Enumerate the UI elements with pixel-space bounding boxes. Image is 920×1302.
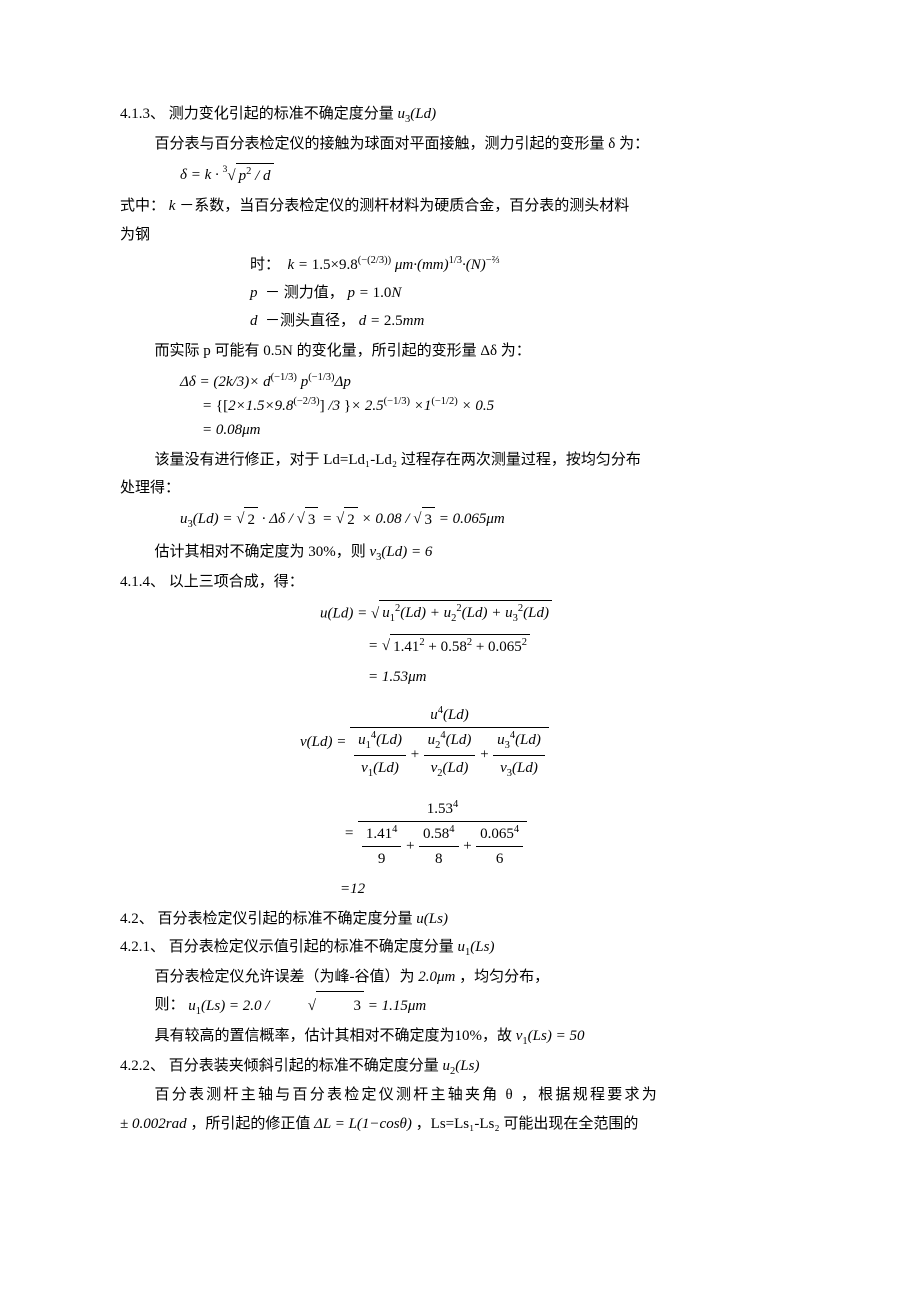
eq-delta: δ = k · 3√p2 / d (180, 162, 800, 188)
eq-p: p － 测力值， p = 1.0N (250, 281, 800, 305)
p413-2: 式中： k －系数，当百分表检定仪的测杆材料为硬质合金，百分表的测头材料 (120, 192, 800, 221)
heading-4-1-3: 4.1.3、 测力变化引起的标准不确定度分量 u3(Ld) (120, 100, 800, 130)
page: 4.1.3、 测力变化引起的标准不确定度分量 u3(Ld) 百分表与百分表检定仪… (0, 0, 920, 1302)
p413-1: 百分表与百分表检定仪的接触为球面对平面接触，测力引起的变形量 δ 为： (120, 130, 800, 159)
math: ν3(Ld) = 6 (370, 544, 433, 560)
p413-5: 该量没有进行修正，对于 Ld=Ld₁-Ld₂ 过程存在两次测量过程，按均匀分布 (120, 446, 800, 475)
text: 则： (155, 998, 189, 1014)
p421-1: 百分表检定仪允许误差（为峰-谷值）为 2.0μm ，均匀分布， (120, 963, 800, 992)
text: 4.2.1、 百分表检定仪示值引起的标准不确定度分量 (120, 939, 454, 955)
p422-1: 百分表测杆主轴与百分表检定仪测杆主轴夹角 θ ，根据规程要求为 (120, 1081, 800, 1110)
val: 2.0μm (418, 969, 455, 985)
eq-delta-delta: Δδ = (2k/3)× d(−1/3) p(−1/3)Δp = {[2×1.5… (180, 370, 800, 442)
math: u(Ls) (416, 911, 448, 927)
text: 百分表检定仪允许误差（为峰-谷值）为 (155, 969, 419, 985)
text: 4.2、 百分表检定仪引起的标准不确定度分量 (120, 911, 413, 927)
eq-u3: u3(Ld) = √2 · Δδ / √3 = √2 × 0.08 / √3 =… (180, 507, 800, 534)
var-k: k (169, 198, 176, 214)
text: ，所引起的修正值 (190, 1116, 314, 1132)
p422-2: ± 0.002rad ，所引起的修正值 ΔL = L(1−cosθ) ，Ls=L… (120, 1110, 800, 1139)
text: －系数，当百分表检定仪的测杆材料为硬质合金，百分表的测头材料 (179, 198, 629, 214)
heading-4-2-1: 4.2.1、 百分表检定仪示值引起的标准不确定度分量 u1(Ls) (120, 933, 800, 963)
p413-4: 而实际 p 可能有 0.5N 的变化量，所引起的变形量 Δδ 为： (120, 337, 800, 366)
heading-math: u3(Ld) (398, 106, 437, 122)
eq-k: 时： k = 1.5×9.8(−(2/3)) μm·(mm)1/3·(N)−⅔ (250, 253, 800, 277)
p413-3: 为钢 (120, 221, 800, 250)
eq-d: d －测头直径， d = 2.5mm (250, 309, 800, 333)
text: 式中： (120, 198, 169, 214)
p421-2: 则： u1(Ls) = 2.0 / √3 = 1.15μm (120, 991, 800, 1021)
heading-4-1-4: 4.1.4、 以上三项合成，得： (120, 568, 800, 597)
eq-dL: ΔL = L(1−cosθ) (314, 1116, 412, 1132)
text: 具有较高的置信概率，估计其相对不确定度为10%，故 (155, 1028, 516, 1044)
math: ν1(Ls) = 50 (516, 1028, 585, 1044)
eq-uLd: u(Ld) = √u12(Ld) + u22(Ld) + u32(Ld) = √… (320, 600, 800, 689)
heading-text: 4.1.3、 测力变化引起的标准不确定度分量 (120, 106, 394, 122)
eq-vLd: ν(Ld) = u4(Ld) u14(Ld)ν1(Ld) + u24(Ld)ν2… (300, 703, 800, 901)
p413-7: 估计其相对不确定度为 30%，则 ν3(Ld) = 6 (120, 538, 800, 568)
heading-4-2-2: 4.2.2、 百分表装夹倾斜引起的标准不确定度分量 u2(Ls) (120, 1052, 800, 1082)
p413-6: 处理得： (120, 474, 800, 503)
text: 估计其相对不确定度为 30%，则 (155, 544, 370, 560)
math: u2(Ls) (443, 1058, 480, 1074)
val: ± 0.002rad (120, 1116, 187, 1132)
heading-4-2: 4.2、 百分表检定仪引起的标准不确定度分量 u(Ls) (120, 905, 800, 934)
text: ，Ls=Ls₁-Ls₂ 可能出现在全范围的 (416, 1116, 639, 1132)
text: ，均匀分布， (459, 969, 549, 985)
p421-3: 具有较高的置信概率，估计其相对不确定度为10%，故 ν1(Ls) = 50 (120, 1022, 800, 1052)
eq-u1Ls: u1(Ls) = 2.0 / √3 = 1.15μm (188, 998, 426, 1014)
text: 4.2.2、 百分表装夹倾斜引起的标准不确定度分量 (120, 1058, 439, 1074)
math: u1(Ls) (458, 939, 495, 955)
